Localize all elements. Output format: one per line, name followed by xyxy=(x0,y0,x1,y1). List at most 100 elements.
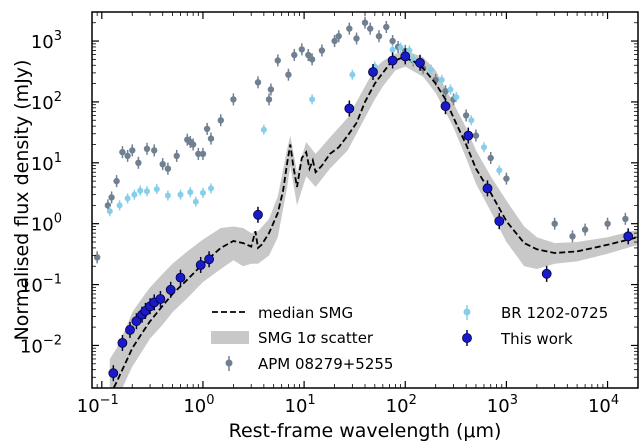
br-1202-0725-point xyxy=(164,192,171,199)
apm-08279-5255-point xyxy=(124,152,131,160)
this-work-point xyxy=(131,316,142,327)
br-1202-0725-point xyxy=(349,71,356,78)
apm-08279-5255-point xyxy=(159,161,166,168)
this-work-point xyxy=(400,51,411,62)
br-1202-0725-point xyxy=(496,167,503,174)
legend-swatch-br xyxy=(463,308,471,316)
br-1202-0725-point xyxy=(208,185,214,192)
this-work-point xyxy=(440,101,451,112)
apm-08279-5255-point xyxy=(335,33,342,40)
br-1202-0725-point xyxy=(481,144,487,151)
apm-08279-5255-point xyxy=(203,125,211,133)
apm-08279-5255-point xyxy=(361,19,369,26)
x-axis-label: Rest-frame wavelength (μm) xyxy=(229,420,502,441)
apm-08279-5255-point xyxy=(207,135,215,142)
this-work-point xyxy=(463,130,474,141)
legend: median SMG SMG 1σ scatter APM 08279+5255… xyxy=(211,304,608,373)
apm-08279-5255-point xyxy=(291,51,298,59)
apm-08279-5255-point xyxy=(487,154,494,162)
apm-08279-5255-point xyxy=(285,71,292,78)
apm-08279-5255-point xyxy=(353,35,360,42)
br-1202-0725-point xyxy=(192,198,199,205)
legend-label-scatter: SMG 1σ scatter xyxy=(258,329,374,347)
apm-08279-5255-point xyxy=(230,96,237,103)
br-1202-0725-point xyxy=(116,202,123,209)
br-1202-0725-point xyxy=(187,189,194,196)
apm-08279-5255-point xyxy=(195,150,202,158)
this-work-point xyxy=(253,209,263,220)
apm-08279-5255-point xyxy=(462,112,470,119)
apm-08279-5255-point xyxy=(254,79,262,86)
y-tick-exponent: −1 xyxy=(43,273,62,288)
br-1202-0725-point xyxy=(153,186,160,193)
br-1202-0725-point xyxy=(406,47,413,54)
legend-item-apm: APM 08279+5255 xyxy=(225,355,393,373)
apm-08279-5255-point xyxy=(199,150,207,158)
br-1202-0725-point xyxy=(124,195,131,202)
this-work-point xyxy=(155,294,166,304)
apm-08279-5255-point xyxy=(113,177,120,185)
x-tick-exponent: 1 xyxy=(307,393,315,408)
apm-08279-5255-point xyxy=(622,215,629,223)
y-tick-exponent: −2 xyxy=(43,333,62,348)
br-1202-0725-point xyxy=(137,187,144,194)
legend-item-scatter: SMG 1σ scatter xyxy=(211,329,374,347)
x-tick-exponent: 3 xyxy=(510,393,518,408)
apm-08279-5255-point xyxy=(346,25,353,32)
apm-08279-5255-point xyxy=(551,220,558,227)
apm-08279-5255-point xyxy=(375,33,383,40)
y-tick-exponent: 2 xyxy=(54,90,62,105)
apm-08279-5255-point xyxy=(503,175,510,182)
this-work-point xyxy=(204,254,215,265)
apm-08279-5255-point xyxy=(173,152,180,160)
this-work-point xyxy=(117,337,128,348)
br-1202-0725-point xyxy=(468,117,475,124)
br-1202-0725-point xyxy=(106,208,113,215)
apm-08279-5255-point xyxy=(119,148,126,156)
br-1202-0725-point xyxy=(260,126,267,133)
this-work-point xyxy=(175,272,186,283)
legend-label-apm: APM 08279+5255 xyxy=(258,355,393,373)
apm-08279-5255-point xyxy=(604,220,611,227)
apm-08279-5255-point xyxy=(274,57,281,64)
apm-08279-5255-point xyxy=(108,194,115,201)
x-tick-exponent: 0 xyxy=(206,393,214,408)
br-1202-0725-point xyxy=(428,66,435,73)
apm-08279-5255-point xyxy=(569,233,576,240)
this-work-point xyxy=(541,268,552,279)
legend-swatch-this-work xyxy=(462,333,472,343)
y-tick-exponent: 1 xyxy=(54,151,62,166)
legend-item-br: BR 1202-0725 xyxy=(463,304,608,322)
this-work-point xyxy=(195,260,206,270)
br-1202-0725-point xyxy=(309,96,316,103)
legend-item-this-work: This work xyxy=(462,330,573,348)
x-tick-label: 10−1 xyxy=(77,393,119,417)
x-tick-exponent: 2 xyxy=(409,393,417,408)
br-1202-0725-point xyxy=(177,191,184,198)
apm-08279-5255-point xyxy=(94,254,101,261)
this-work-point xyxy=(108,368,119,379)
apm-08279-5255-point xyxy=(143,145,151,152)
br-1202-0725-point xyxy=(389,46,396,53)
br-1202-0725-point xyxy=(131,191,138,198)
y-tick-exponent: 3 xyxy=(54,29,62,44)
br-1202-0725-point xyxy=(453,94,460,101)
apm-08279-5255-point xyxy=(318,47,326,54)
this-work-point xyxy=(494,216,505,227)
br-1202-0725-point xyxy=(200,189,206,196)
this-work-point xyxy=(387,55,398,66)
apm-08279-5255-point xyxy=(389,37,396,45)
apm-08279-5255-point xyxy=(267,86,275,93)
legend-label-median: median SMG xyxy=(258,304,353,322)
legend-swatch-scatter xyxy=(211,331,249,344)
br-1202-0725-point xyxy=(144,188,150,195)
br-1202-0725-point xyxy=(397,44,404,51)
apm-08279-5255-point xyxy=(135,159,142,166)
apm-08279-5255-point xyxy=(331,37,338,45)
this-work-point xyxy=(344,103,355,114)
apm-08279-5255-point xyxy=(151,147,158,154)
this-work-point xyxy=(125,324,135,335)
this-work-point xyxy=(623,231,634,242)
apm-08279-5255-point xyxy=(129,147,136,154)
legend-item-median: median SMG xyxy=(212,304,353,322)
